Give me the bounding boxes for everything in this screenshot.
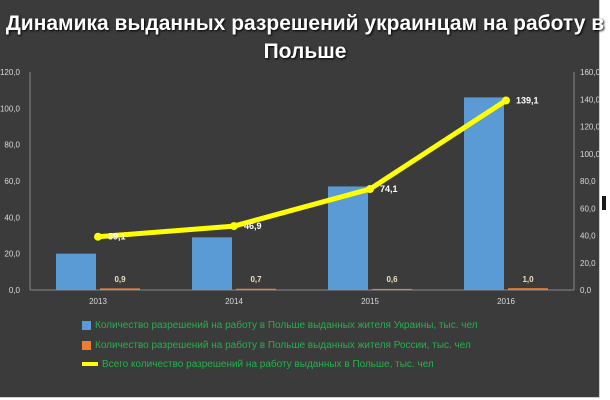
legend-swatch-russia (82, 340, 91, 350)
x-axis-tick-label: 2015 (361, 297, 379, 306)
window-edge-marker (602, 196, 606, 210)
left-axis-tick-label: 20,0 (4, 250, 20, 259)
x-axis-tick-label: 2016 (497, 297, 515, 306)
data-label-total: 46,9 (244, 221, 262, 231)
right-axis-tick-label: 20,0 (580, 259, 596, 268)
series-line-total (95, 97, 509, 240)
chart-title-text: Динамика выданных разрешений украинцам н… (5, 12, 605, 63)
right-axis-tick-label: 100,0 (580, 150, 601, 159)
bar-ukraine (464, 97, 504, 290)
bar-ukraine (192, 237, 232, 290)
right-axis-tick-label: 140,0 (580, 95, 601, 104)
right-axis-tick-label: 40,0 (580, 232, 596, 241)
point-total (230, 222, 238, 231)
data-label-russia: 0,6 (386, 275, 398, 284)
point-total (502, 96, 510, 105)
left-axis-tick-label: 0,0 (9, 286, 21, 295)
left-axis-tick-label: 100,0 (0, 104, 21, 113)
legend-label-total: Всего количество разрешений на работу вы… (102, 358, 434, 370)
legend-label-ukraine: Количество разрешений на работу в Польше… (95, 319, 478, 331)
left-axis-tick-label: 80,0 (4, 141, 20, 150)
bar-russia (236, 288, 276, 290)
right-axis-tick-label: 160,0 (580, 68, 601, 77)
point-total (94, 232, 102, 241)
bar-russia (372, 288, 412, 290)
point-total (366, 185, 374, 194)
left-axis-tick-label: 120,0 (0, 68, 21, 77)
bar-russia (100, 288, 140, 290)
bar-ukraine (56, 253, 96, 290)
data-label-russia: 1,0 (522, 275, 534, 284)
data-label-russia: 0,9 (114, 275, 126, 284)
data-label-total: 39,1 (108, 232, 126, 242)
legend-item-ukraine: Количество разрешений на работу в Польше… (82, 316, 478, 334)
chart-title: Динамика выданных разрешений украинцам н… (0, 10, 610, 66)
right-axis-tick-label: 120,0 (580, 123, 601, 132)
data-label-total: 74,1 (380, 184, 398, 194)
bar-ukraine (328, 186, 368, 290)
right-axis-tick-label: 80,0 (580, 177, 596, 186)
left-axis-tick-label: 60,0 (4, 177, 20, 186)
legend-item-russia: Количество разрешений на работу в Польше… (82, 336, 471, 354)
x-axis-tick-label: 2013 (89, 297, 107, 306)
right-axis-tick-label: 60,0 (580, 204, 596, 213)
legend-item-total: Всего количество разрешений на работу вы… (82, 355, 434, 373)
legend-swatch-total (82, 362, 98, 366)
legend-label-russia: Количество разрешений на работу в Польше… (95, 339, 471, 351)
data-label-russia: 0,7 (250, 275, 262, 284)
x-axis-tick-label: 2014 (225, 297, 243, 306)
right-axis-tick-label: 0,0 (580, 286, 592, 295)
left-axis-tick-label: 40,0 (4, 213, 20, 222)
data-label-total: 139,1 (516, 95, 539, 105)
bar-russia (508, 288, 548, 290)
legend-swatch-ukraine (82, 320, 91, 330)
